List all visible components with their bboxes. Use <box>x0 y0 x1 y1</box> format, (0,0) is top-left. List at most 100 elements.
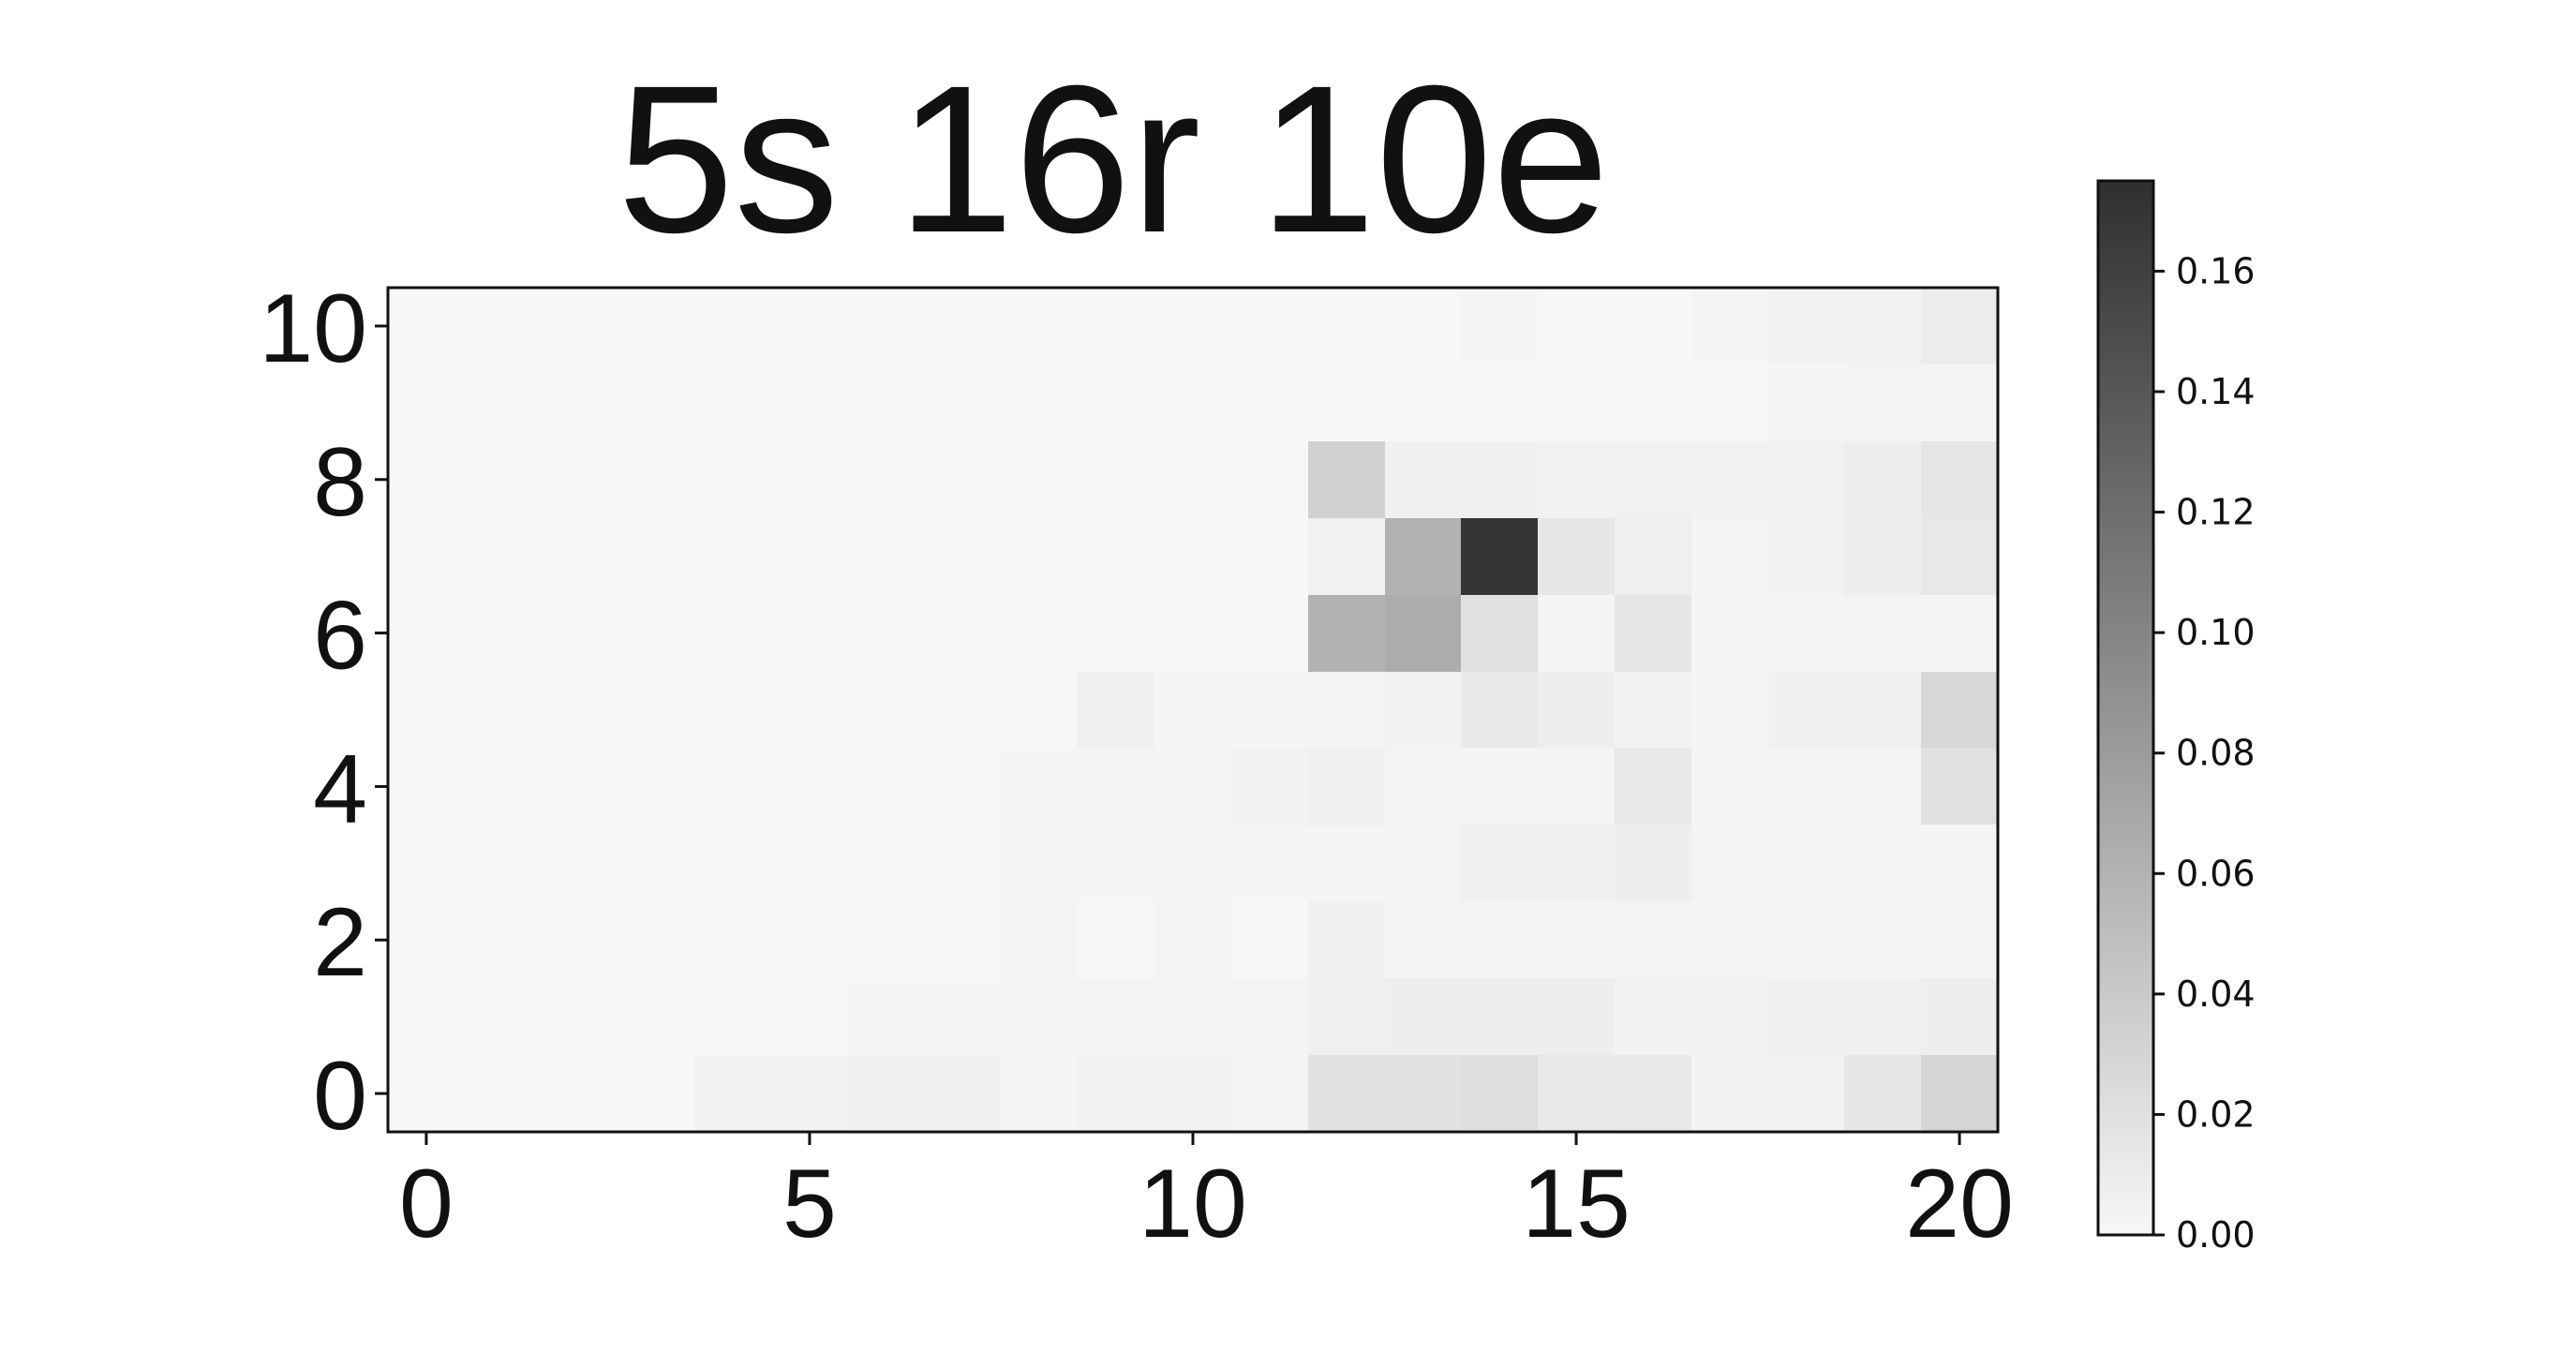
heatmap-cell-1-6 <box>848 978 925 1055</box>
heatmap-cell-10-17 <box>1691 288 1768 364</box>
heatmap-cell-10-12 <box>1308 288 1385 364</box>
heatmap-cell-7-10 <box>1154 518 1231 595</box>
heatmap-cell-4-8 <box>1001 748 1078 825</box>
heatmap-cell-3-19 <box>1844 825 1921 901</box>
heatmap-cell-2-13 <box>1385 901 1461 978</box>
heatmap-cell-2-11 <box>1231 901 1308 978</box>
heatmap-cell-5-6 <box>848 672 925 748</box>
heatmap-cell-2-15 <box>1538 901 1615 978</box>
heatmap-cell-10-16 <box>1615 288 1691 364</box>
colorbar-tick-label: 0.00 <box>2176 1214 2256 1256</box>
colorbar-tick-label: 0.04 <box>2176 974 2256 1015</box>
heatmap-cell-8-18 <box>1768 441 1844 518</box>
y-tick-label: 8 <box>313 428 367 537</box>
heatmap-cell-4-0 <box>388 748 465 825</box>
heatmap-cell-0-18 <box>1768 1055 1844 1132</box>
heatmap-cell-5-4 <box>694 672 771 748</box>
heatmap-cell-1-19 <box>1844 978 1921 1055</box>
heatmap-cell-8-17 <box>1691 441 1768 518</box>
heatmap-cell-5-11 <box>1231 672 1308 748</box>
heatmap-cell-0-10 <box>1154 1055 1231 1132</box>
heatmap-cell-10-1 <box>465 288 542 364</box>
heatmap-cell-1-13 <box>1385 978 1461 1055</box>
heatmap-cell-0-6 <box>848 1055 925 1132</box>
heatmap-cell-9-19 <box>1844 364 1921 441</box>
heatmap-cell-0-14 <box>1461 1055 1538 1132</box>
heatmap-cell-2-17 <box>1691 901 1768 978</box>
heatmap-cell-2-3 <box>618 901 694 978</box>
heatmap-cell-9-7 <box>925 364 1001 441</box>
heatmap-cell-9-9 <box>1078 364 1154 441</box>
heatmap-cell-3-18 <box>1768 825 1844 901</box>
heatmap-cell-2-18 <box>1768 901 1844 978</box>
x-tick-label: 0 <box>399 1150 454 1258</box>
heatmap-cell-6-1 <box>465 595 542 672</box>
heatmap-cell-3-11 <box>1231 825 1308 901</box>
heatmap-cell-3-16 <box>1615 825 1691 901</box>
heatmap-cell-1-1 <box>465 978 542 1055</box>
heatmap-cell-4-5 <box>771 748 848 825</box>
heatmap-cell-3-6 <box>848 825 925 901</box>
heatmap-cell-10-5 <box>771 288 848 364</box>
heatmap-cell-10-13 <box>1385 288 1461 364</box>
heatmap-cell-9-8 <box>1001 364 1078 441</box>
heatmap-cell-9-16 <box>1615 364 1691 441</box>
colorbar-tick-label: 0.08 <box>2176 733 2256 774</box>
heatmap-cell-9-1 <box>465 364 542 441</box>
heatmap-cell-10-4 <box>694 288 771 364</box>
heatmap-cell-8-10 <box>1154 441 1231 518</box>
heatmap-cell-6-12 <box>1308 595 1385 672</box>
heatmap-cell-2-1 <box>465 901 542 978</box>
heatmap-cell-8-14 <box>1461 441 1538 518</box>
heatmap-cell-0-9 <box>1078 1055 1154 1132</box>
heatmap-cell-7-19 <box>1844 518 1921 595</box>
heatmap-cell-6-4 <box>694 595 771 672</box>
heatmap-cell-6-14 <box>1461 595 1538 672</box>
heatmap-cell-0-11 <box>1231 1055 1308 1132</box>
heatmap-cell-0-3 <box>618 1055 694 1132</box>
heatmap-cell-8-15 <box>1538 441 1615 518</box>
heatmap-cell-4-17 <box>1691 748 1768 825</box>
y-tick-label: 6 <box>313 582 367 691</box>
colorbar-ticks: 0.00 0.02 0.04 0.06 0.08 0.10 0.12 0.14 0.16 <box>2153 250 2256 1256</box>
heatmap-cell-2-14 <box>1461 901 1538 978</box>
heatmap-cell-8-16 <box>1615 441 1691 518</box>
heatmap-cell-7-18 <box>1768 518 1844 595</box>
heatmap-cell-8-5 <box>771 441 848 518</box>
colorbar-tick-label: 0.14 <box>2176 371 2256 412</box>
heatmap-cell-0-13 <box>1385 1055 1461 1132</box>
heatmap-cell-5-20 <box>1921 672 1998 748</box>
heatmap-cell-9-5 <box>771 364 848 441</box>
heatmap-cell-3-17 <box>1691 825 1768 901</box>
heatmap-cell-2-4 <box>694 901 771 978</box>
heatmap-cell-8-4 <box>694 441 771 518</box>
x-tick-label: 5 <box>782 1150 837 1258</box>
heatmap-cell-6-3 <box>618 595 694 672</box>
heatmap-cell-10-3 <box>618 288 694 364</box>
heatmap-cell-8-3 <box>618 441 694 518</box>
heatmap-cell-6-8 <box>1001 595 1078 672</box>
y-tick-label: 4 <box>313 735 367 843</box>
heatmap-cell-4-16 <box>1615 748 1691 825</box>
heatmap-cell-4-6 <box>848 748 925 825</box>
colorbar-tick-label: 0.02 <box>2176 1093 2256 1135</box>
heatmap-cell-6-9 <box>1078 595 1154 672</box>
heatmap-cells <box>388 288 1998 1132</box>
heatmap-cell-9-4 <box>694 364 771 441</box>
heatmap-cell-2-2 <box>542 901 618 978</box>
heatmap-cell-2-12 <box>1308 901 1385 978</box>
heatmap-cell-9-2 <box>542 364 618 441</box>
heatmap-cell-4-11 <box>1231 748 1308 825</box>
heatmap-cell-10-6 <box>848 288 925 364</box>
heatmap-cell-3-15 <box>1538 825 1615 901</box>
heatmap-cell-1-10 <box>1154 978 1231 1055</box>
heatmap-cell-4-2 <box>542 748 618 825</box>
heatmap-cell-4-4 <box>694 748 771 825</box>
heatmap-cell-5-10 <box>1154 672 1231 748</box>
heatmap-cell-5-3 <box>618 672 694 748</box>
heatmap-cell-7-5 <box>771 518 848 595</box>
heatmap-cell-3-20 <box>1921 825 1998 901</box>
heatmap-cell-6-16 <box>1615 595 1691 672</box>
heatmap-cell-4-18 <box>1768 748 1844 825</box>
